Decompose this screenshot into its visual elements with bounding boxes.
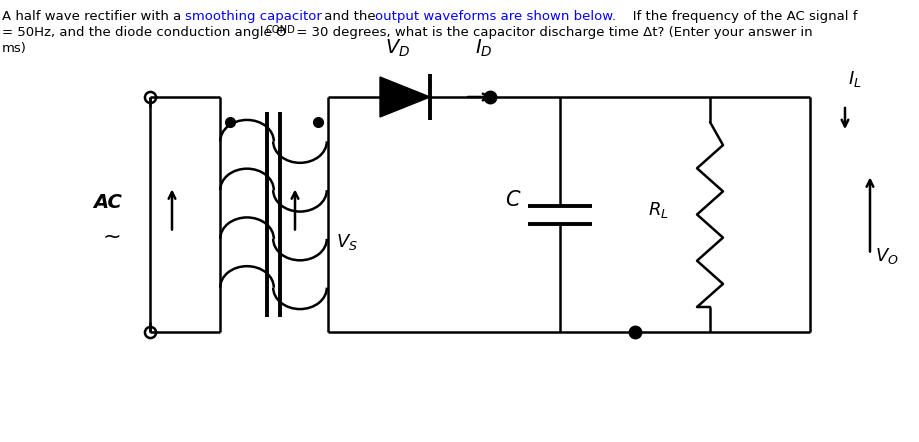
Text: COND: COND bbox=[265, 25, 295, 35]
Polygon shape bbox=[380, 77, 430, 117]
Text: smoothing capacitor: smoothing capacitor bbox=[185, 10, 322, 23]
Text: AC: AC bbox=[94, 193, 122, 212]
Text: $V_D$: $V_D$ bbox=[385, 38, 410, 59]
Text: $I_L$: $I_L$ bbox=[848, 69, 862, 89]
Text: C: C bbox=[505, 190, 519, 210]
Text: A half wave rectifier with a: A half wave rectifier with a bbox=[2, 10, 186, 23]
Text: $R_L$: $R_L$ bbox=[648, 199, 668, 220]
Text: and the: and the bbox=[320, 10, 380, 23]
Text: ms): ms) bbox=[2, 42, 27, 55]
Text: $V_O$: $V_O$ bbox=[875, 247, 899, 267]
Text: ~: ~ bbox=[103, 226, 121, 247]
Text: = 50Hz, and the diode conduction angle Θ: = 50Hz, and the diode conduction angle Θ bbox=[2, 26, 287, 39]
Text: If the frequency of the AC signal f: If the frequency of the AC signal f bbox=[620, 10, 857, 23]
Text: = 30 degrees, what is the capacitor discharge time Δt? (Enter your answer in: = 30 degrees, what is the capacitor disc… bbox=[292, 26, 812, 39]
Text: $I_D$: $I_D$ bbox=[475, 38, 493, 59]
Text: $V_S$: $V_S$ bbox=[336, 232, 357, 252]
Text: output waveforms are shown below.: output waveforms are shown below. bbox=[375, 10, 616, 23]
